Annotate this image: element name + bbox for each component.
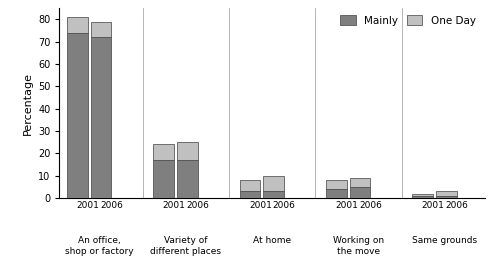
- Bar: [91, 22, 111, 37]
- Bar: [436, 191, 457, 196]
- Legend: Mainly, One Day: Mainly, One Day: [341, 15, 476, 26]
- Bar: [326, 189, 346, 198]
- Bar: [153, 144, 174, 160]
- Bar: [436, 196, 457, 198]
- Text: Same grounds: Same grounds: [412, 236, 478, 245]
- Bar: [263, 191, 284, 198]
- Bar: [240, 180, 260, 191]
- Bar: [153, 160, 174, 198]
- Bar: [263, 176, 284, 191]
- Bar: [240, 191, 260, 198]
- Bar: [412, 194, 433, 196]
- Bar: [67, 33, 88, 198]
- Bar: [412, 196, 433, 198]
- Bar: [177, 142, 198, 160]
- Text: At home: At home: [253, 236, 292, 245]
- Text: Variety of
different places: Variety of different places: [150, 236, 221, 256]
- Text: Working on
the move: Working on the move: [333, 236, 384, 256]
- Bar: [349, 178, 370, 187]
- Bar: [177, 160, 198, 198]
- Y-axis label: Percentage: Percentage: [22, 72, 33, 135]
- Bar: [91, 37, 111, 198]
- Bar: [67, 17, 88, 33]
- Bar: [349, 187, 370, 198]
- Text: An office,
shop or factory: An office, shop or factory: [65, 236, 134, 256]
- Bar: [326, 180, 346, 189]
